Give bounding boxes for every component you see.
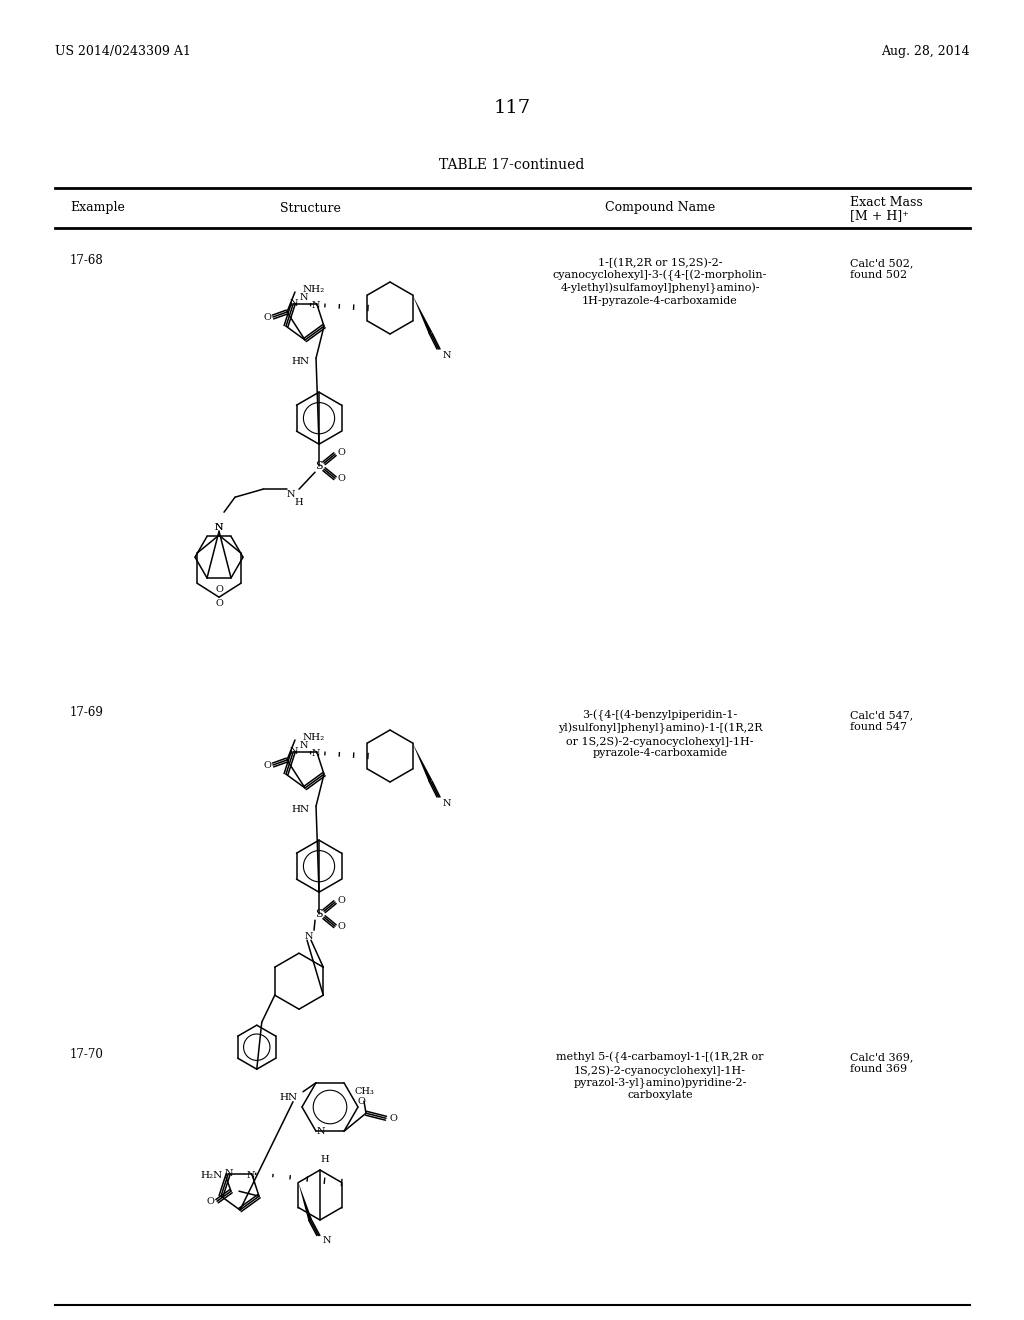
Text: Calc'd 502,
found 502: Calc'd 502, found 502 — [850, 257, 913, 280]
Text: N: N — [323, 1236, 331, 1245]
Text: 117: 117 — [494, 99, 530, 117]
Text: H: H — [321, 1155, 330, 1164]
Text: N: N — [311, 301, 321, 310]
Text: O: O — [389, 1114, 397, 1123]
Text: N: N — [442, 351, 451, 359]
Text: N: N — [442, 799, 451, 808]
Text: NH₂: NH₂ — [303, 733, 326, 742]
Text: 17-68: 17-68 — [70, 253, 103, 267]
Text: HN: HN — [280, 1093, 298, 1102]
Text: N: N — [316, 1127, 326, 1135]
Text: N: N — [305, 932, 313, 941]
Text: N: N — [247, 1171, 255, 1180]
Text: O: O — [215, 599, 223, 607]
Text: Calc'd 369,
found 369: Calc'd 369, found 369 — [850, 1052, 913, 1073]
Text: N: N — [290, 300, 298, 309]
Text: NH₂: NH₂ — [303, 285, 326, 293]
Text: O: O — [337, 896, 345, 904]
Text: methyl 5-({4-carbamoyl-1-[(1R,2R or
1S,2S)-2-cyanocyclohexyl]-1H-
pyrazol-3-yl}a: methyl 5-({4-carbamoyl-1-[(1R,2R or 1S,2… — [556, 1052, 764, 1101]
Text: O: O — [357, 1097, 365, 1106]
Polygon shape — [413, 743, 432, 781]
Text: N: N — [225, 1170, 233, 1179]
Text: Compound Name: Compound Name — [605, 202, 715, 214]
Text: H: H — [295, 498, 303, 507]
Text: N: N — [215, 523, 223, 532]
Text: N: N — [290, 747, 298, 756]
Text: N: N — [300, 293, 308, 302]
Text: N: N — [300, 742, 308, 750]
Polygon shape — [298, 1183, 312, 1221]
Text: Calc'd 547,
found 547: Calc'd 547, found 547 — [850, 710, 913, 731]
Text: O: O — [337, 447, 345, 457]
Text: O: O — [263, 760, 271, 770]
Text: [M + H]⁺: [M + H]⁺ — [850, 210, 909, 223]
Text: 1-[(1R,2R or 1S,2S)-2-
cyanocyclohexyl]-3-({4-[(2-morpholin-
4-ylethyl)sulfamoyl: 1-[(1R,2R or 1S,2S)-2- cyanocyclohexyl]-… — [553, 257, 767, 306]
Text: O: O — [206, 1197, 214, 1205]
Text: O: O — [337, 921, 345, 931]
Text: 17-70: 17-70 — [70, 1048, 103, 1060]
Polygon shape — [413, 294, 432, 334]
Text: US 2014/0243309 A1: US 2014/0243309 A1 — [55, 45, 190, 58]
Text: HN: HN — [292, 356, 310, 366]
Text: O: O — [215, 585, 223, 594]
Text: H₂N: H₂N — [201, 1171, 223, 1180]
Text: Aug. 28, 2014: Aug. 28, 2014 — [882, 45, 970, 58]
Text: HN: HN — [292, 805, 310, 813]
Text: N: N — [311, 750, 321, 758]
Text: 17-69: 17-69 — [70, 705, 103, 718]
Text: CH₃: CH₃ — [354, 1086, 374, 1096]
Text: Structure: Structure — [280, 202, 340, 214]
Text: Exact Mass: Exact Mass — [850, 195, 923, 209]
Text: O: O — [337, 474, 345, 483]
Text: O: O — [263, 313, 271, 322]
Text: 3-({4-[(4-benzylpiperidin-1-
yl)sulfonyl]phenyl}amino)-1-[(1R,2R
or 1S,2S)-2-cya: 3-({4-[(4-benzylpiperidin-1- yl)sulfonyl… — [558, 710, 762, 758]
Text: Example: Example — [70, 202, 125, 214]
Text: TABLE 17-continued: TABLE 17-continued — [439, 158, 585, 172]
Text: S: S — [315, 909, 323, 919]
Text: N: N — [287, 490, 295, 499]
Text: N: N — [215, 523, 223, 532]
Text: S: S — [315, 461, 323, 471]
